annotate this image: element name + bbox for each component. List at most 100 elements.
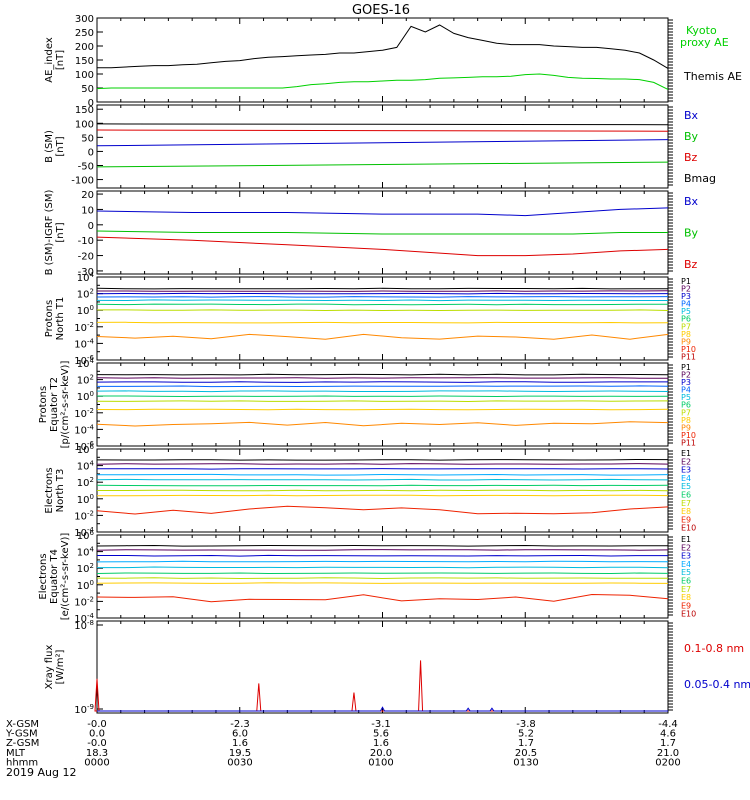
legend-entry: Kyoto <box>686 24 717 37</box>
orbit-value: 1.6 <box>232 738 248 749</box>
channel-label: P7 <box>681 322 691 331</box>
channel-line <box>96 478 669 481</box>
channel-line <box>96 421 669 427</box>
channel-label: E4 <box>681 474 691 483</box>
panel-5: Protons Equator T2 [p/(cm²-s-sr-keV)] 10-61… <box>38 357 696 453</box>
series-line <box>97 24 669 69</box>
y-axis-label: AE_index <box>44 37 55 83</box>
channel-label: E7 <box>681 585 691 594</box>
orbit-value: 5.6 <box>373 729 389 740</box>
series-line <box>96 139 669 147</box>
channel-line <box>97 489 669 492</box>
legend-entry: Bx <box>684 195 699 208</box>
panel-1: AE_index [nT] 0 50 100 150 200 250 300 Kyotoproxy… <box>44 14 742 109</box>
orbit-value: -2.3 <box>230 719 250 730</box>
y-axis-label: [nT] <box>55 50 66 70</box>
series-line <box>96 123 669 126</box>
channel-label: P9 <box>681 423 691 432</box>
channel-label: P1 <box>681 277 691 286</box>
channel-label: P5 <box>681 307 691 316</box>
panel-frame <box>96 17 669 103</box>
channel-label: E6 <box>681 577 691 586</box>
y-axis-label: Protons <box>38 386 49 423</box>
panel-7: Electrons Equator T4 [e/(cm²-s-sr-keV)] 10-… <box>38 529 696 625</box>
y-axis-label: [nT] <box>55 222 66 242</box>
y-axis-label: Protons <box>44 300 55 337</box>
legend-entry: 0.1-0.8 nm <box>684 642 744 655</box>
series-line <box>96 230 668 235</box>
channel-label: E8 <box>681 593 691 602</box>
panel-frame <box>96 362 669 447</box>
channel-label: E9 <box>681 515 691 524</box>
orbit-value: 0000 <box>84 757 109 768</box>
orbit-value: 1.6 <box>373 738 389 749</box>
panel-frame <box>96 276 669 361</box>
channel-label: E2 <box>681 543 691 552</box>
y-tick-label: 104 <box>77 357 95 370</box>
y-axis-label: North T1 <box>55 297 66 341</box>
channel-label: E1 <box>681 449 691 458</box>
y-tick-label: 102 <box>77 288 94 301</box>
channel-line <box>96 549 669 551</box>
orbit-value: 0200 <box>655 757 680 768</box>
xray-line <box>94 660 668 712</box>
channel-label: P5 <box>681 393 691 402</box>
channel-line <box>97 473 669 476</box>
y-tick-label: 104 <box>77 460 95 473</box>
channel-label: P7 <box>681 408 691 417</box>
channel-line <box>96 505 669 515</box>
y-tick-label: 0 <box>88 221 94 232</box>
y-tick-label: 250 <box>75 28 94 39</box>
orbit-value: 0.0 <box>89 729 105 740</box>
channel-line <box>97 566 669 569</box>
channel-line <box>96 377 668 379</box>
y-tick-label: 104 <box>77 271 95 284</box>
y-tick-label: 102 <box>77 476 94 489</box>
orbit-value: 19.5 <box>229 748 251 759</box>
orbit-table: X-GSMY-GSMZ-GSMMLThhmm-0.00.0-0.018.3000… <box>5 719 681 768</box>
orbit-value: 0130 <box>513 757 538 768</box>
y-tick-label: 10-2 <box>74 509 94 522</box>
y-tick-label: 10-2 <box>74 407 94 420</box>
channel-label: E1 <box>681 535 691 544</box>
channel-label: E8 <box>681 507 691 516</box>
y-tick-label: 50 <box>81 84 94 95</box>
channel-line <box>97 309 669 312</box>
orbit-value: 4.6 <box>660 729 676 740</box>
orbit-row-label: MLT <box>6 748 26 759</box>
channel-line <box>97 385 669 388</box>
channel-line <box>96 463 669 465</box>
channel-line <box>96 400 669 403</box>
orbit-value: 5.2 <box>518 729 534 740</box>
channel-label: P2 <box>681 285 691 294</box>
y-tick-label: -20 <box>78 252 94 263</box>
channel-label: E7 <box>681 499 691 508</box>
y-axis-label: Xray flux <box>44 645 55 690</box>
legend-entry: By <box>684 130 699 143</box>
channel-line <box>96 458 669 461</box>
channel-label: E3 <box>681 466 691 475</box>
channel-line <box>96 299 668 302</box>
channel-line <box>96 593 669 603</box>
series-line <box>96 129 669 132</box>
channel-label: P8 <box>681 330 691 339</box>
xray-line <box>97 706 668 712</box>
y-tick-label: 102 <box>77 562 94 575</box>
y-tick-label: 150 <box>75 56 94 67</box>
channel-line <box>96 333 669 340</box>
orbit-value: 6.0 <box>232 729 248 740</box>
orbit-row-label: X-GSM <box>6 719 39 730</box>
channel-label: E5 <box>681 482 691 491</box>
orbit-value: 0100 <box>368 757 393 768</box>
panel-6: Electrons North T310-410-2100102104106E1E… <box>44 443 696 539</box>
y-axis-label: Electrons <box>44 467 55 513</box>
channel-label: P6 <box>681 315 691 324</box>
orbit-row-label: Y-GSM <box>5 729 38 740</box>
channel-line <box>96 408 669 411</box>
channel-line <box>96 373 669 376</box>
y-tick-label: 10-2 <box>74 595 94 608</box>
y-axis-label: [e/(cm²-s-sr-keV)] <box>60 533 71 621</box>
channel-label: P11 <box>681 438 696 447</box>
y-tick-label: 100 <box>75 119 94 130</box>
